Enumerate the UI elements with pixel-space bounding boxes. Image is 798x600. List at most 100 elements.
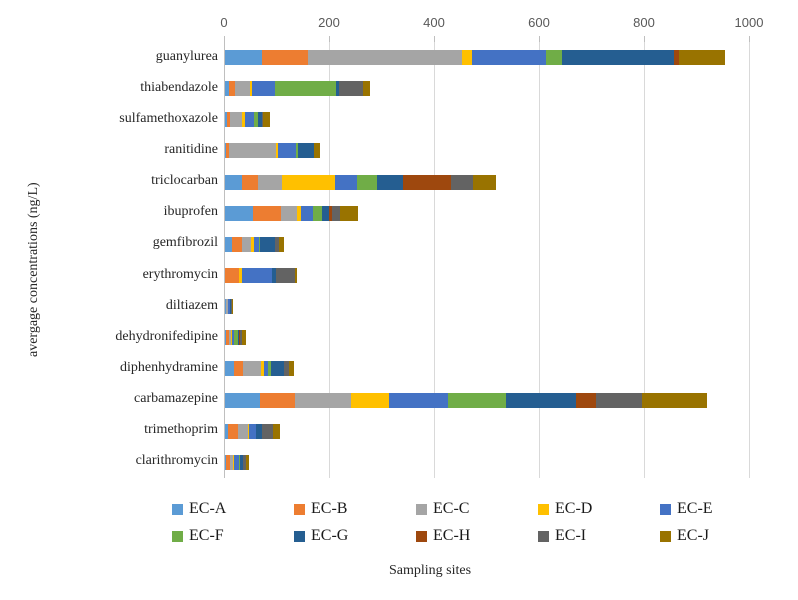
- bar-segment-EC-J: [678, 50, 725, 66]
- bar-segment-EC-B: [225, 299, 227, 315]
- bar-segment-EC-G: [256, 423, 262, 439]
- legend-swatch-icon: [172, 530, 183, 542]
- stacked-bar: [225, 299, 233, 315]
- x-axis-tick-mark: [539, 36, 540, 42]
- bar-segment-EC-D: [275, 143, 279, 159]
- bar-segment-EC-I: [332, 205, 340, 221]
- chart-row: clarithromycin: [136, 447, 749, 478]
- category-label: diphenhydramine: [120, 359, 218, 375]
- bar-segment-EC-C: [229, 454, 234, 470]
- gridline: [539, 42, 540, 478]
- bar-segment-EC-G: [239, 454, 243, 470]
- legend-label: EC-G: [311, 527, 349, 544]
- bar-segment-EC-E: [233, 454, 239, 470]
- bar-segment-EC-D: [231, 330, 233, 346]
- bar-segment-EC-A: [225, 299, 226, 315]
- stacked-bar: [225, 50, 725, 66]
- bar-segment-EC-D: [247, 423, 249, 439]
- x-axis-tick-label: 1000: [734, 15, 764, 30]
- legend-item-EC-G: EC-G: [294, 527, 416, 545]
- category-label: ranitidine: [164, 141, 218, 157]
- bar-segment-EC-E: [335, 174, 358, 190]
- bar-segment-EC-G: [298, 143, 314, 159]
- bar-segment-EC-F: [296, 143, 299, 159]
- bar-segment-EC-F: [268, 361, 272, 377]
- legend-swatch-icon: [294, 503, 305, 515]
- chart-row: triclocarban: [151, 167, 749, 198]
- gridline: [434, 42, 435, 478]
- bar-segment-EC-G: [322, 205, 329, 221]
- category-label: trimethoprim: [144, 422, 218, 438]
- bar-segment-EC-D: [241, 112, 245, 128]
- chart-row: dehydronifedipine: [115, 322, 749, 353]
- legend-item-EC-A: EC-A: [172, 500, 294, 518]
- bar-segment-EC-E: [301, 205, 313, 221]
- bar-segment-EC-I: [261, 112, 264, 128]
- x-axis-tick-mark: [644, 36, 645, 42]
- x-axis-tick-label: 600: [528, 15, 550, 30]
- bar-segment-EC-F: [258, 236, 261, 252]
- bar-segment-EC-B: [228, 81, 235, 97]
- stacked-bar: [225, 174, 496, 190]
- bar-segment-EC-B: [226, 330, 229, 346]
- bar-segment-EC-A: [225, 143, 227, 159]
- category-label: diltiazem: [165, 297, 218, 313]
- bar-segment-EC-H: [328, 205, 333, 221]
- bar-segment-EC-A: [225, 174, 243, 190]
- bar-segment-EC-F: [229, 299, 231, 315]
- category-label: ibuprofen: [163, 204, 218, 220]
- category-label: clarithromycin: [135, 453, 218, 469]
- bar-segment-EC-A: [225, 392, 261, 408]
- bar-segment-EC-H: [673, 50, 679, 66]
- chart-row: guanylurea: [156, 42, 749, 73]
- chart-row: carbamazepine: [134, 385, 749, 416]
- bar-segment-EC-B: [231, 236, 242, 252]
- bar-segment-EC-E: [248, 423, 257, 439]
- gridline: [329, 42, 330, 478]
- bar-segment-EC-J: [642, 392, 708, 408]
- bar-segment-EC-J: [279, 236, 285, 252]
- legend-item-EC-I: EC-I: [538, 527, 660, 545]
- bar-segment-EC-E: [253, 236, 259, 252]
- x-axis-tick-label: 800: [633, 15, 655, 30]
- legend-label: EC-E: [677, 500, 713, 517]
- bar-segment-EC-A: [225, 50, 262, 66]
- legend-item-EC-E: EC-E: [660, 500, 782, 518]
- bar-segment-EC-C: [226, 299, 228, 315]
- legend-label: EC-C: [433, 500, 470, 517]
- bar-segment-EC-C: [230, 112, 242, 128]
- bar-segment-EC-B: [253, 205, 282, 221]
- stacked-bar: [225, 236, 285, 252]
- bar-segment-EC-A: [225, 330, 227, 346]
- bar-segment-EC-F: [447, 392, 506, 408]
- legend-label: EC-B: [311, 500, 348, 517]
- stacked-bar: [225, 423, 280, 439]
- bar-segment-EC-H: [575, 392, 596, 408]
- bar-segment-EC-B: [226, 112, 231, 128]
- bar-segment-EC-B: [260, 392, 295, 408]
- legend-item-EC-J: EC-J: [660, 527, 782, 545]
- bar-segment-EC-I: [274, 236, 279, 252]
- bar-segment-EC-I: [231, 299, 232, 315]
- legend-item-EC-H: EC-H: [416, 527, 538, 545]
- bar-segment-EC-J: [363, 81, 370, 97]
- bar-segment-EC-J: [246, 454, 250, 470]
- category-label: guanylurea: [155, 48, 218, 64]
- legend-swatch-icon: [172, 503, 183, 515]
- bar-segment-EC-I: [242, 454, 247, 470]
- x-axis-tick-mark: [434, 36, 435, 42]
- x-axis-tick-label: 0: [220, 15, 228, 30]
- bar-segment-EC-B: [225, 454, 230, 470]
- bar-segment-EC-G: [376, 174, 403, 190]
- bar-segment-EC-D: [350, 392, 390, 408]
- legend-swatch-icon: [538, 530, 549, 542]
- bar-segment-EC-A: [225, 236, 232, 252]
- bar-segment-EC-E: [471, 50, 547, 66]
- category-label: thiabendazole: [140, 79, 218, 95]
- chart-row: thiabendazole: [140, 73, 749, 104]
- category-label: sulfamethoxazole: [119, 110, 218, 126]
- bar-segment-EC-E: [389, 392, 448, 408]
- bar-segment-EC-J: [294, 268, 297, 284]
- bar-segment-EC-B: [233, 361, 244, 377]
- legend-swatch-icon: [416, 530, 427, 542]
